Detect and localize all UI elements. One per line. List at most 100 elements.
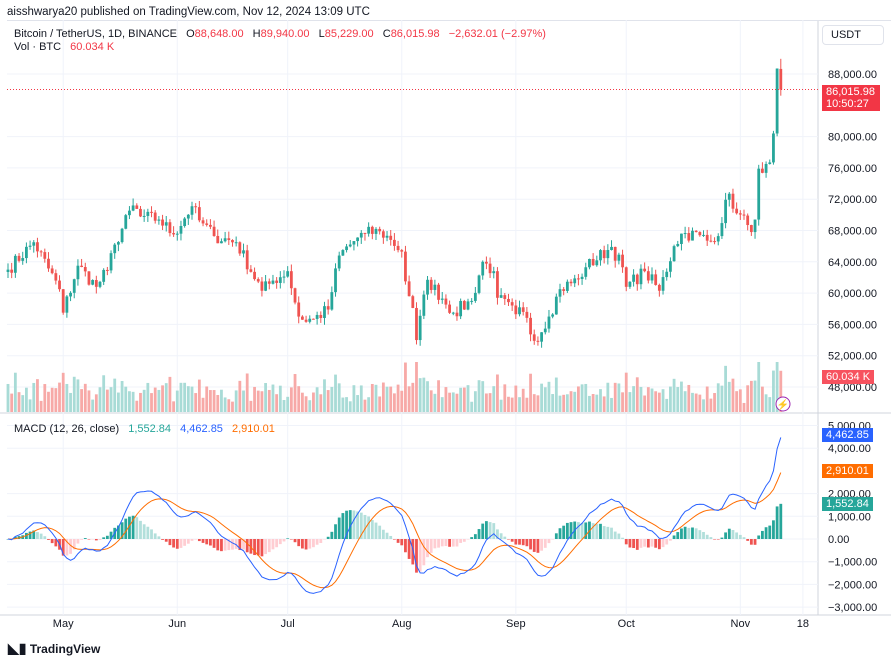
volume-bar <box>312 392 315 412</box>
macd-tick-label: 0.00 <box>828 534 849 546</box>
candle-body <box>242 250 245 254</box>
macd-histogram-bar <box>404 539 407 553</box>
candle-body <box>521 307 525 312</box>
candle-body <box>610 246 613 250</box>
macd-histogram-bar <box>175 539 179 549</box>
macd-histogram-bar <box>341 513 345 539</box>
candle-body <box>400 250 404 252</box>
volume-bar <box>407 386 411 412</box>
candle-body <box>135 205 139 209</box>
macd-histogram-bar <box>282 539 286 542</box>
volume-bar <box>209 390 212 412</box>
macd-histogram-bar <box>518 539 521 545</box>
candle-body <box>393 239 396 246</box>
volume-label[interactable]: Vol · BTC <box>14 41 62 53</box>
macd-histogram-bar <box>271 539 275 550</box>
macd-histogram-bar <box>83 538 87 539</box>
candle-body <box>348 244 352 247</box>
price-tick-label: 52,000.00 <box>828 351 877 363</box>
volume-bar <box>164 383 168 412</box>
macd-histogram-bar <box>462 539 466 542</box>
volume-bar <box>249 400 253 412</box>
volume-bar <box>21 395 25 412</box>
candle-body <box>80 265 83 268</box>
currency-selector[interactable]: USDT <box>822 25 884 45</box>
candle-body <box>381 231 385 238</box>
macd-histogram-bar <box>429 539 433 553</box>
candle-body <box>378 228 382 232</box>
macd-histogram-bar <box>289 539 293 540</box>
volume-bar <box>525 397 529 412</box>
volume-bar <box>186 386 190 412</box>
volume-bar <box>72 376 76 412</box>
candle-body <box>577 278 580 280</box>
candle-body <box>713 241 716 243</box>
volume-bar <box>117 392 120 412</box>
macd-line-badge: 4,462.85 <box>822 428 873 442</box>
macd-hist-badge: 1,552.84 <box>822 497 873 511</box>
candle-body <box>694 230 698 233</box>
macd-histogram-bar <box>488 522 492 539</box>
volume-bar <box>746 385 750 412</box>
macd-histogram-bar <box>635 539 639 550</box>
macd-histogram-bar <box>256 539 260 556</box>
candle-body <box>370 226 374 234</box>
candle-body <box>256 279 260 282</box>
macd-histogram-bar <box>577 522 580 539</box>
macd-histogram-bar <box>164 539 168 542</box>
macd-histogram-bar <box>13 536 17 539</box>
candle-body <box>591 258 595 266</box>
macd-histogram-bar <box>451 539 455 547</box>
macd-histogram-bar <box>411 539 415 565</box>
macd-histogram-bar <box>128 516 131 539</box>
volume-bar <box>565 394 569 412</box>
volume-bar <box>32 382 36 412</box>
candle-body <box>190 206 194 215</box>
volume-bar <box>466 385 470 412</box>
macd-histogram-bar <box>135 517 139 539</box>
volume-bar <box>496 374 499 412</box>
volume-bar <box>481 381 485 412</box>
candle-body <box>175 233 179 235</box>
macd-histogram-bar <box>742 537 746 539</box>
macd-histogram-bar <box>580 522 584 539</box>
symbol-name[interactable]: Bitcoin / TetherUS, 1D, BINANCE <box>14 28 178 40</box>
volume-bar <box>440 397 444 412</box>
candle-body <box>779 68 783 90</box>
candle-body <box>418 315 422 341</box>
volume-bar <box>554 377 558 412</box>
candle-body <box>267 281 271 284</box>
candle-body <box>459 300 463 317</box>
volume-bar <box>422 377 426 412</box>
volume-bar <box>345 397 348 412</box>
volume-bar <box>613 382 617 412</box>
candle-body <box>334 268 337 293</box>
macd-label[interactable]: MACD (12, 26, close) <box>14 423 120 435</box>
price-badge: 86,015.98 10:50:27 <box>822 85 880 111</box>
macd-histogram-bar <box>190 539 194 541</box>
candle-body <box>532 334 536 341</box>
volume-bar <box>271 384 275 412</box>
volume-bar <box>772 370 775 412</box>
macd-histogram-bar <box>735 532 739 539</box>
macd-histogram-bar <box>514 539 518 545</box>
candle-body <box>665 271 669 278</box>
candle-body <box>595 260 599 266</box>
candle-body <box>525 311 529 318</box>
candle-body <box>17 255 21 261</box>
volume-bar <box>702 399 705 412</box>
candle-body <box>231 240 234 243</box>
candle-body <box>772 133 775 163</box>
candle-body <box>164 222 168 226</box>
macd-histogram-bar <box>396 539 400 543</box>
time-tick-label: 18 <box>797 618 809 630</box>
candle-body <box>415 307 418 341</box>
macd-histogram-bar <box>713 539 716 540</box>
candle-body <box>36 242 39 252</box>
macd-histogram-bar <box>275 539 279 548</box>
candle-body <box>602 250 606 259</box>
candle-body <box>50 268 54 274</box>
volume-bar <box>109 387 113 412</box>
candle-body <box>676 243 680 247</box>
